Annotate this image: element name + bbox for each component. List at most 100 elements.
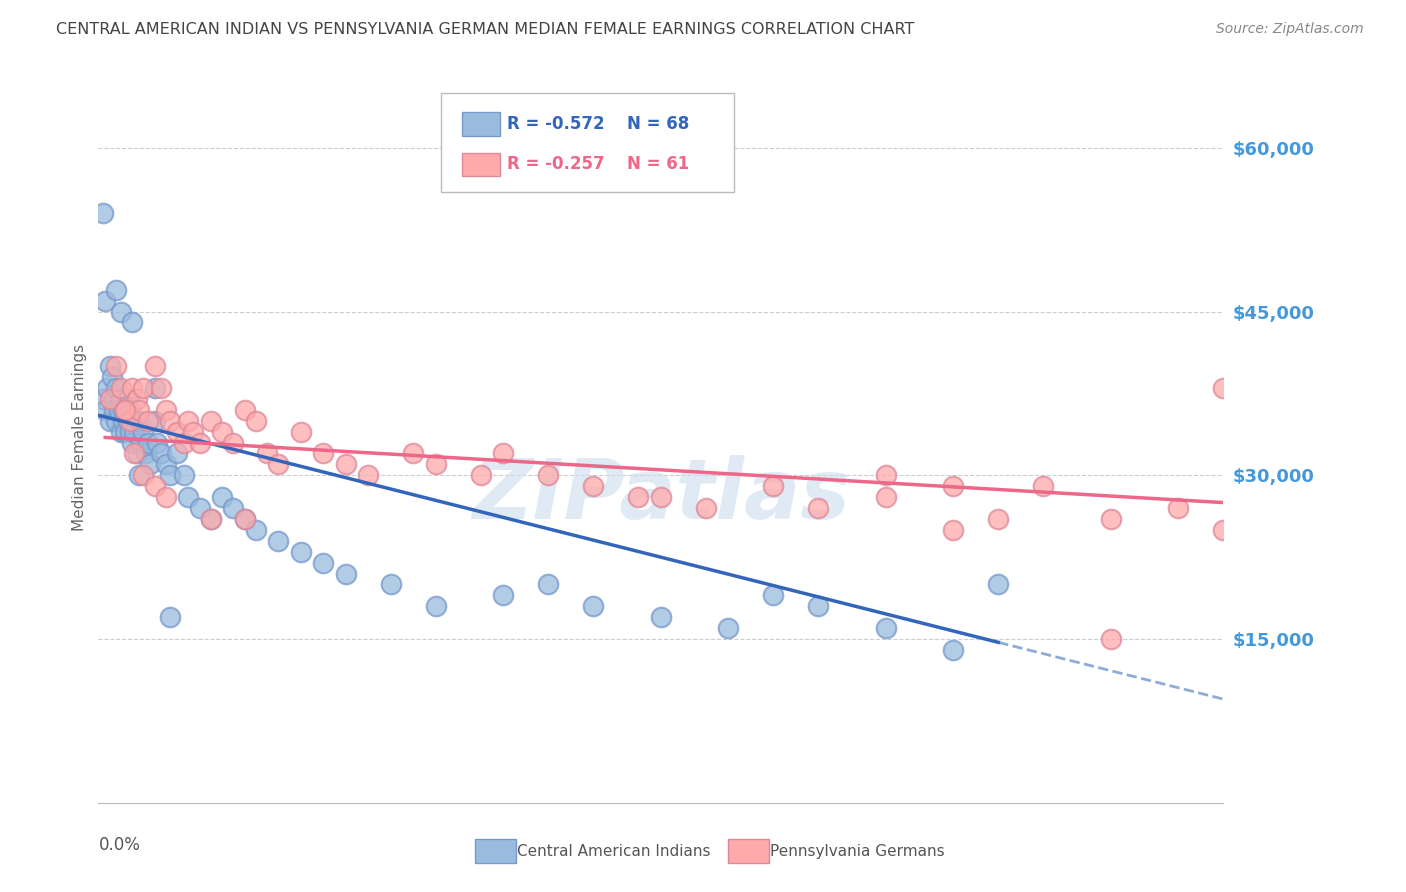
- Point: [492, 588, 515, 602]
- Point: [143, 381, 166, 395]
- Point: [110, 425, 132, 439]
- Point: [143, 359, 166, 373]
- Point: [181, 425, 204, 439]
- Text: ZIPatlas: ZIPatlas: [472, 455, 849, 536]
- Point: [245, 523, 267, 537]
- Text: N = 68: N = 68: [627, 115, 689, 133]
- Point: [94, 402, 117, 417]
- Point: [1392, 239, 1406, 253]
- Point: [159, 468, 181, 483]
- Point: [335, 566, 357, 581]
- Point: [118, 402, 141, 417]
- Point: [177, 414, 200, 428]
- Point: [200, 512, 222, 526]
- Point: [200, 512, 222, 526]
- Point: [143, 414, 166, 428]
- Point: [121, 381, 143, 395]
- Point: [110, 381, 132, 395]
- Point: [155, 458, 177, 472]
- Point: [987, 512, 1010, 526]
- Point: [107, 402, 129, 417]
- Point: [136, 435, 159, 450]
- Point: [942, 523, 965, 537]
- Text: R = -0.572: R = -0.572: [506, 115, 605, 133]
- Text: Central American Indians: Central American Indians: [517, 845, 711, 859]
- Text: R = -0.257: R = -0.257: [506, 155, 605, 173]
- Point: [807, 501, 830, 516]
- Point: [118, 425, 141, 439]
- Point: [1167, 501, 1189, 516]
- Point: [650, 490, 672, 504]
- FancyBboxPatch shape: [441, 94, 734, 192]
- Point: [105, 283, 128, 297]
- Point: [159, 414, 181, 428]
- Point: [233, 512, 256, 526]
- Point: [105, 381, 128, 395]
- Point: [94, 293, 117, 308]
- Point: [312, 556, 335, 570]
- Point: [177, 490, 200, 504]
- Point: [128, 468, 150, 483]
- Point: [110, 304, 132, 318]
- Point: [875, 621, 897, 635]
- Point: [695, 501, 717, 516]
- Point: [143, 479, 166, 493]
- Point: [222, 435, 245, 450]
- Point: [103, 392, 125, 406]
- Point: [582, 479, 605, 493]
- Point: [875, 490, 897, 504]
- FancyBboxPatch shape: [461, 153, 501, 176]
- Point: [290, 545, 312, 559]
- Point: [166, 446, 188, 460]
- Point: [114, 402, 136, 417]
- Point: [245, 414, 267, 428]
- Point: [121, 435, 143, 450]
- Point: [98, 414, 121, 428]
- Point: [125, 446, 148, 460]
- Point: [1212, 381, 1234, 395]
- Point: [425, 458, 447, 472]
- Point: [762, 588, 785, 602]
- Point: [807, 599, 830, 614]
- Point: [121, 414, 143, 428]
- Point: [112, 414, 135, 428]
- Point: [121, 315, 143, 329]
- Point: [357, 468, 380, 483]
- Point: [492, 446, 515, 460]
- Point: [118, 414, 141, 428]
- Point: [762, 479, 785, 493]
- Point: [128, 414, 150, 428]
- Point: [135, 446, 157, 460]
- FancyBboxPatch shape: [461, 112, 501, 136]
- Point: [987, 577, 1010, 591]
- Point: [650, 610, 672, 624]
- Point: [136, 414, 159, 428]
- Point: [110, 392, 132, 406]
- Point: [1099, 512, 1122, 526]
- Point: [139, 458, 162, 472]
- Text: N = 61: N = 61: [627, 155, 689, 173]
- Point: [1099, 632, 1122, 646]
- Point: [942, 479, 965, 493]
- Point: [942, 643, 965, 657]
- Text: Pennsylvania Germans: Pennsylvania Germans: [770, 845, 945, 859]
- Point: [117, 392, 139, 406]
- Y-axis label: Median Female Earnings: Median Female Earnings: [72, 343, 87, 531]
- Point: [128, 402, 150, 417]
- Point: [312, 446, 335, 460]
- Text: CENTRAL AMERICAN INDIAN VS PENNSYLVANIA GERMAN MEDIAN FEMALE EARNINGS CORRELATIO: CENTRAL AMERICAN INDIAN VS PENNSYLVANIA …: [56, 22, 915, 37]
- Point: [112, 402, 135, 417]
- Point: [1212, 523, 1234, 537]
- Point: [98, 359, 121, 373]
- Point: [98, 392, 121, 406]
- Point: [267, 458, 290, 472]
- Point: [200, 414, 222, 428]
- Point: [166, 425, 188, 439]
- Point: [233, 402, 256, 417]
- Point: [129, 435, 152, 450]
- Point: [256, 446, 278, 460]
- Point: [155, 490, 177, 504]
- Point: [233, 512, 256, 526]
- Point: [537, 468, 560, 483]
- Point: [150, 446, 173, 460]
